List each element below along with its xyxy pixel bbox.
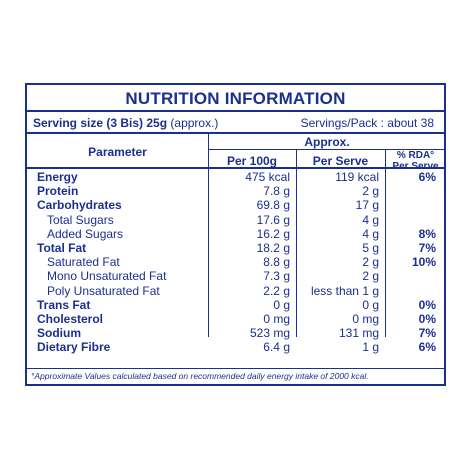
- serving-size-value: Serving size (3 Bis) 25g: [33, 116, 168, 130]
- per-serve-value: 131 mg: [338, 326, 379, 341]
- nutrient-label: Total Fat: [37, 240, 87, 255]
- nutrient-label: Carbohydrates: [37, 198, 122, 213]
- table-row: Carbohydrates 69.8 g 17 g: [27, 198, 444, 212]
- rda-value: 8%: [418, 226, 436, 241]
- column-divider: [385, 150, 386, 337]
- per-serve-value: 0 g: [362, 297, 379, 312]
- table-row: Dietary Fibre 6.4 g 1 g 6%: [27, 340, 444, 354]
- header-divider: [208, 149, 446, 150]
- header-parameter: Parameter: [88, 145, 147, 159]
- per-100g-value: 0 g: [273, 297, 290, 312]
- rda-value: 6%: [418, 340, 436, 355]
- nutrient-label: Trans Fat: [37, 297, 91, 312]
- nutrient-label: Energy: [37, 170, 78, 184]
- nutrient-label: Total Sugars: [47, 212, 114, 227]
- per-100g-value: 16.2 g: [256, 226, 290, 241]
- serving-size-note: (approx.): [167, 116, 219, 130]
- per-serve-value: 17 g: [355, 198, 379, 213]
- nutrient-label: Dietary Fibre: [37, 340, 111, 355]
- per-100g-value: 7.8 g: [263, 184, 290, 199]
- table-row: Added Sugars 16.2 g 4 g 8%: [27, 227, 444, 241]
- panel-title: NUTRITION INFORMATION: [27, 85, 444, 112]
- per-serve-value: 119 kcal: [335, 170, 379, 184]
- header-approx: Approx.: [304, 135, 350, 149]
- header-rda-line2: Per Serve: [392, 161, 439, 172]
- nutrient-label: Cholesterol: [37, 311, 104, 326]
- nutrition-panel: NUTRITION INFORMATION Serving size (3 Bi…: [25, 83, 446, 386]
- table-row: Total Sugars 17.6 g 4 g: [27, 213, 444, 227]
- serving-info: Serving size (3 Bis) 25g (approx.) Servi…: [27, 112, 444, 134]
- table-row: Saturated Fat 8.8 g 2 g 10%: [27, 255, 444, 269]
- table-header: Approx. Parameter Per 100g Per Serve % R…: [27, 134, 446, 172]
- per-serve-value: less than 1 g: [310, 283, 379, 298]
- header-rda-line1: % RDA°: [396, 150, 435, 161]
- per-serve-value: 4 g: [362, 226, 379, 241]
- footnote: °Approximate Values calculated based on …: [27, 368, 444, 384]
- nutrient-label: Sodium: [37, 326, 81, 341]
- per-100g-value: 0 mg: [263, 311, 290, 326]
- table-row: Energy 475 kcal 119 kcal 6%: [27, 170, 444, 184]
- table-row: Trans Fat 0 g 0 g 0%: [27, 298, 444, 312]
- rda-value: 10%: [411, 255, 436, 270]
- per-100g-value: 8.8 g: [263, 255, 290, 270]
- per-100g-value: 69.8 g: [256, 198, 290, 213]
- rda-value: 7%: [418, 240, 436, 255]
- rda-value: 6%: [418, 170, 436, 184]
- per-100g-value: 6.4 g: [263, 340, 290, 355]
- per-100g-value: 475 kcal: [245, 170, 290, 184]
- per-serve-value: 2 g: [362, 184, 379, 199]
- per-100g-value: 523 mg: [249, 326, 290, 341]
- per-serve-value: 4 g: [362, 212, 379, 227]
- rda-value: 0%: [418, 311, 436, 326]
- table-row: Total Fat 18.2 g 5 g 7%: [27, 241, 444, 255]
- per-serve-value: 1 g: [362, 340, 379, 355]
- per-serve-value: 5 g: [362, 240, 379, 255]
- rda-value: 7%: [418, 326, 436, 341]
- table-row: Cholesterol 0 mg 0 mg 0%: [27, 312, 444, 326]
- table-row: Mono Unsaturated Fat 7.3 g 2 g: [27, 269, 444, 283]
- per-serve-value: 0 mg: [352, 311, 379, 326]
- per-100g-value: 18.2 g: [256, 240, 290, 255]
- table-row: Sodium 523 mg 131 mg 7%: [27, 326, 444, 340]
- column-divider: [296, 150, 297, 337]
- table-row: Protein 7.8 g 2 g: [27, 184, 444, 198]
- rda-value: 0%: [418, 297, 436, 312]
- per-100g-value: 7.3 g: [263, 269, 290, 284]
- per-100g-value: 17.6 g: [256, 212, 290, 227]
- table-row: Poly Unsaturated Fat 2.2 g less than 1 g: [27, 284, 444, 298]
- per-serve-value: 2 g: [362, 255, 379, 270]
- per-serve-value: 2 g: [362, 269, 379, 284]
- nutrient-label: Saturated Fat: [47, 255, 120, 270]
- column-divider: [208, 134, 209, 337]
- nutrient-label: Mono Unsaturated Fat: [47, 269, 167, 284]
- nutrient-label: Poly Unsaturated Fat: [47, 283, 160, 298]
- header-per-serve: Per Serve: [312, 154, 369, 168]
- serving-size: Serving size (3 Bis) 25g (approx.): [33, 116, 218, 130]
- nutrient-label: Added Sugars: [47, 226, 124, 241]
- header-per-100g: Per 100g: [226, 154, 278, 168]
- nutrient-label: Protein: [37, 184, 79, 199]
- per-100g-value: 2.2 g: [263, 283, 290, 298]
- header-rda: % RDA° Per Serve: [385, 150, 446, 172]
- servings-per-pack: Servings/Pack : about 38: [300, 116, 434, 130]
